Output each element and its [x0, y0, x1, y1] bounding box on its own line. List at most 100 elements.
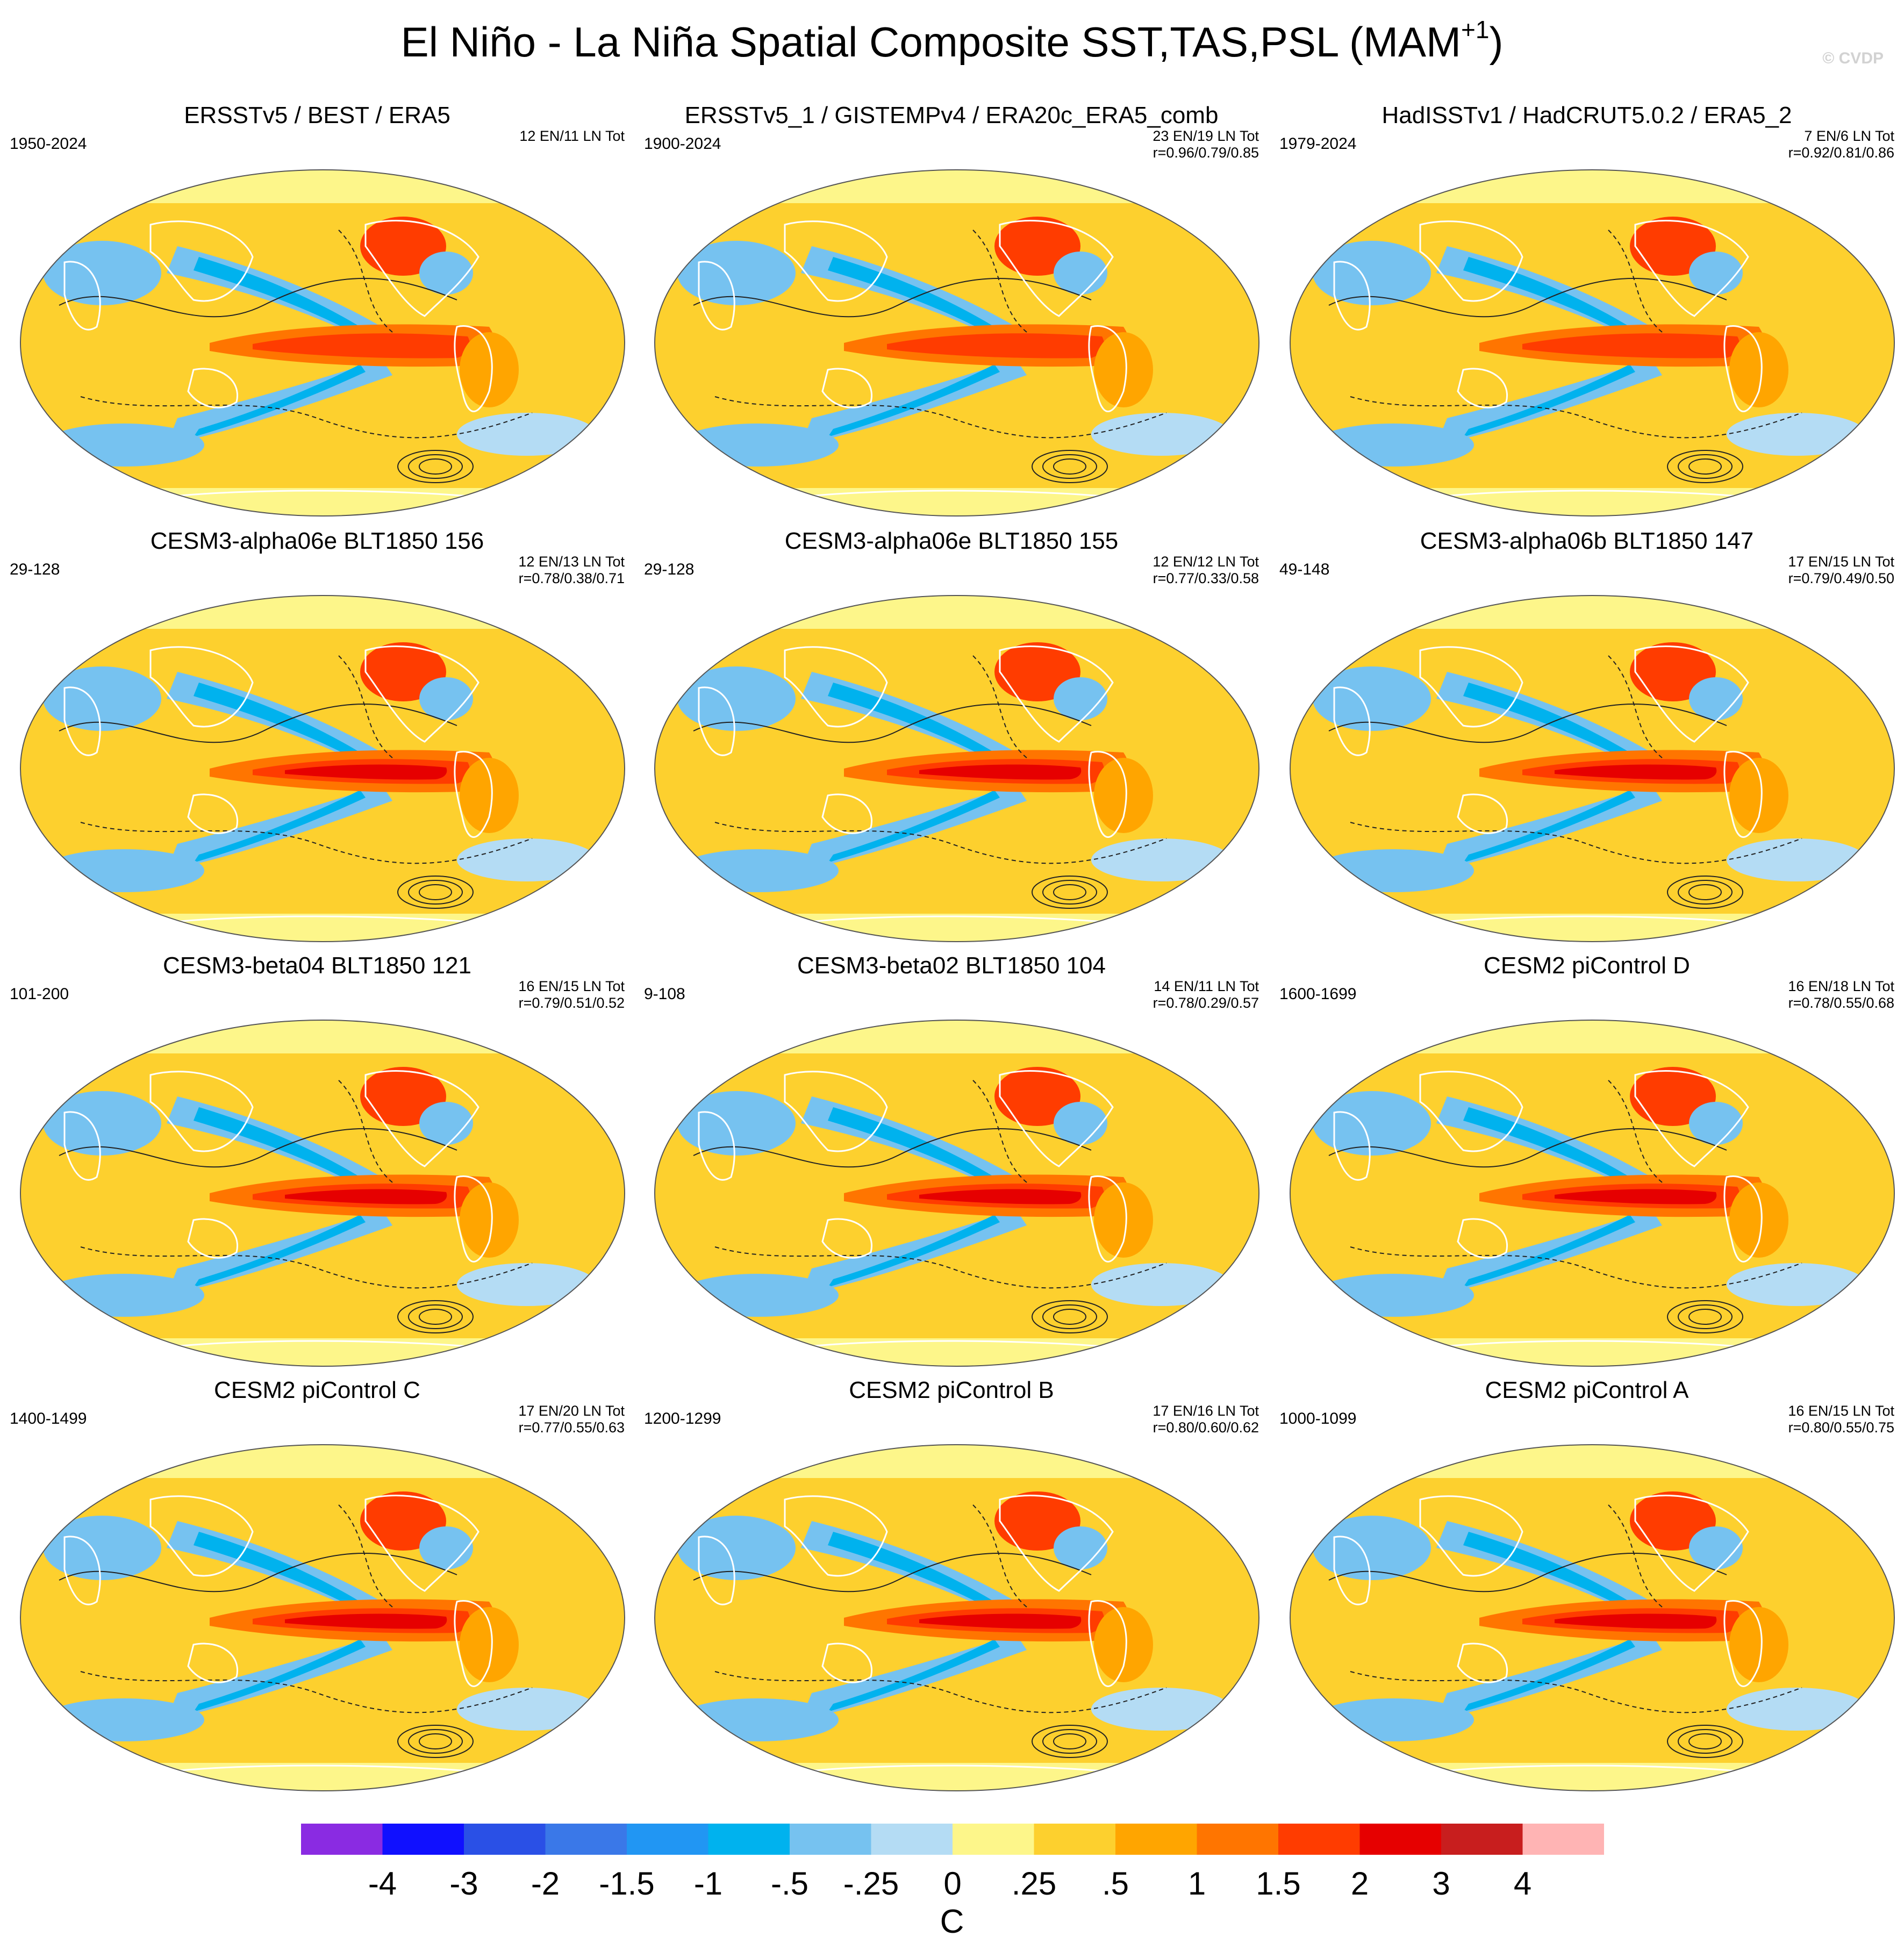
panel-title: ERSSTv5 / BEST / ERA5: [184, 102, 450, 128]
panel-stats: 17 EN/16 LN Tot r=0.80/0.60/0.62: [1153, 1403, 1259, 1436]
colorbar-swatch: [953, 1824, 1034, 1855]
pattern-correlation: r=0.80/0.55/0.75: [1788, 1419, 1894, 1436]
map-panel: CESM3-alpha06e BLT1850 156 29-128 12 EN/13…: [0, 527, 634, 951]
colorbar: [301, 1824, 1604, 1855]
colorbar-swatch: [1278, 1824, 1360, 1855]
map-panel: CESM3-beta04 BLT1850 121 101-200 16 EN/15 …: [0, 951, 634, 1376]
panel-title: CESM2 piControl B: [849, 1377, 1054, 1403]
map-field: [655, 1445, 1259, 1791]
figure-title-close: ): [1489, 18, 1504, 66]
event-counts: 17 EN/15 LN Tot: [1788, 554, 1894, 570]
event-counts: 12 EN/11 LN Tot: [519, 128, 625, 144]
colorbar-swatch: [1441, 1824, 1523, 1855]
panel-years: 29-128: [644, 561, 695, 578]
colorbar-tick-label: 1.5: [1256, 1866, 1301, 1902]
pattern-correlation: r=0.79/0.51/0.52: [518, 995, 625, 1011]
panel-years: 1900-2024: [644, 135, 721, 153]
pattern-correlation: r=0.78/0.38/0.71: [518, 570, 625, 586]
colorbar-swatch: [708, 1824, 790, 1855]
panel-title: CESM2 piControl D: [1484, 952, 1690, 979]
map-panel: CESM2 piControl D 1600-1699 16 EN/18 LN To…: [1270, 951, 1904, 1376]
map-field: [20, 1445, 625, 1791]
map-field: [1290, 596, 1894, 942]
robinson-map: [1290, 595, 1895, 942]
pattern-correlation: r=0.78/0.29/0.57: [1153, 995, 1259, 1011]
map-panel: CESM2 piControl B 1200-1299 17 EN/16 LN To…: [634, 1376, 1269, 1800]
panel-title: CESM3-alpha06e BLT1850 156: [150, 528, 484, 554]
colorbar-swatch: [464, 1824, 546, 1855]
pattern-correlation: r=0.79/0.49/0.50: [1788, 570, 1894, 586]
colorbar-swatch: [871, 1824, 953, 1855]
event-counts: 7 EN/6 LN Tot: [1804, 128, 1894, 144]
pattern-correlation: r=0.92/0.81/0.86: [1788, 145, 1894, 161]
robinson-map: [20, 169, 625, 517]
map-panel: CESM3-alpha06b BLT1850 147 49-148 17 EN/15…: [1270, 527, 1904, 951]
panel-years: 1950-2024: [10, 135, 87, 153]
panel-years: 1200-1299: [644, 1410, 721, 1427]
robinson-map: [20, 1444, 625, 1791]
colorbar-tick-label: 1: [1187, 1866, 1206, 1902]
robinson-map: [1290, 169, 1895, 517]
map-field: [20, 596, 625, 942]
panel-title: CESM2 piControl C: [214, 1377, 420, 1403]
panel-title: CESM3-beta04 BLT1850 121: [163, 952, 471, 979]
colorbar-tick-label: -1: [693, 1866, 723, 1902]
event-counts: 23 EN/19 LN Tot: [1153, 128, 1259, 144]
robinson-map: [20, 595, 625, 942]
panel-stats: 23 EN/19 LN Tot r=0.96/0.79/0.85: [1153, 128, 1259, 161]
map-panel: CESM2 piControl C 1400-1499 17 EN/20 LN To…: [0, 1376, 634, 1800]
colorbar-tick-label: -.25: [843, 1866, 899, 1902]
map-panel: ERSSTv5 / BEST / ERA5 1950-2024 12 EN/11 L…: [0, 101, 634, 526]
map-panel: ERSSTv5_1 / GISTEMPv4 / ERA20c_ERA5_comb…: [634, 101, 1269, 526]
colorbar-tick-label: .25: [1011, 1866, 1057, 1902]
panel-title: CESM3-alpha06e BLT1850 155: [784, 528, 1119, 554]
panel-stats: 17 EN/15 LN Tot r=0.79/0.49/0.50: [1788, 554, 1894, 587]
pattern-correlation: r=0.77/0.33/0.58: [1153, 570, 1259, 586]
event-counts: 17 EN/16 LN Tot: [1153, 1403, 1259, 1419]
colorbar-tick-label: .5: [1101, 1866, 1129, 1902]
map-field: [20, 1020, 625, 1366]
colorbar-swatch: [1034, 1824, 1116, 1855]
colorbar-tick-label: -3: [449, 1866, 478, 1902]
pattern-correlation: r=0.78/0.55/0.68: [1788, 995, 1894, 1011]
figure-title-superscript: +1: [1461, 16, 1490, 44]
colorbar-swatch: [1115, 1824, 1197, 1855]
colorbar-tick-label: -.5: [770, 1866, 809, 1902]
figure-title: El Niño - La Niña Spatial Composite SST,…: [0, 15, 1904, 69]
panel-title: ERSSTv5_1 / GISTEMPv4 / ERA20c_ERA5_comb: [684, 102, 1219, 128]
colorbar-tick-label: 4: [1513, 1866, 1532, 1902]
panel-years: 1600-1699: [1279, 985, 1357, 1003]
map-field: [655, 596, 1259, 942]
event-counts: 12 EN/13 LN Tot: [518, 554, 625, 570]
map-panel: HadISSTv1 / HadCRUT5.0.2 / ERA5_2 1979-20…: [1270, 101, 1904, 526]
panel-title: HadISSTv1 / HadCRUT5.0.2 / ERA5_2: [1382, 102, 1792, 128]
panel-years: 49-148: [1279, 561, 1330, 578]
panel-stats: 14 EN/11 LN Tot r=0.78/0.29/0.57: [1153, 978, 1259, 1012]
colorbar-tick-label: -4: [368, 1866, 397, 1902]
panel-years: 9-108: [644, 985, 685, 1003]
panel-stats: 12 EN/13 LN Tot r=0.78/0.38/0.71: [518, 554, 625, 587]
panel-years: 1979-2024: [1279, 135, 1357, 153]
map-panel: CESM3-beta02 BLT1850 104 9-108 14 EN/11 LN…: [634, 951, 1269, 1376]
colorbar-tick-label: 0: [943, 1866, 962, 1902]
robinson-map: [654, 1444, 1259, 1791]
panel-stats: 16 EN/15 LN Tot r=0.80/0.55/0.75: [1788, 1403, 1894, 1436]
event-counts: 12 EN/12 LN Tot: [1153, 554, 1259, 570]
panel-title: CESM3-alpha06b BLT1850 147: [1420, 528, 1754, 554]
panel-years: 1400-1499: [10, 1410, 87, 1427]
map-field: [655, 170, 1259, 516]
map-field: [20, 170, 625, 516]
panel-stats: 16 EN/15 LN Tot r=0.79/0.51/0.52: [518, 978, 625, 1012]
map-field: [1290, 1445, 1894, 1791]
event-counts: 16 EN/15 LN Tot: [1788, 1403, 1894, 1419]
cvdp-watermark: © CVDP: [1822, 49, 1884, 67]
colorbar-swatch: [301, 1824, 383, 1855]
panel-stats: 16 EN/18 LN Tot r=0.78/0.55/0.68: [1788, 978, 1894, 1012]
colorbar-swatch: [1522, 1824, 1604, 1855]
colorbar-tick-label: 3: [1432, 1866, 1450, 1902]
figure-title-text: El Niño - La Niña Spatial Composite SST,…: [400, 18, 1461, 66]
panel-stats: 17 EN/20 LN Tot r=0.77/0.55/0.63: [518, 1403, 625, 1436]
robinson-map: [654, 1020, 1259, 1367]
event-counts: 16 EN/15 LN Tot: [518, 978, 625, 994]
map-field: [655, 1020, 1259, 1366]
